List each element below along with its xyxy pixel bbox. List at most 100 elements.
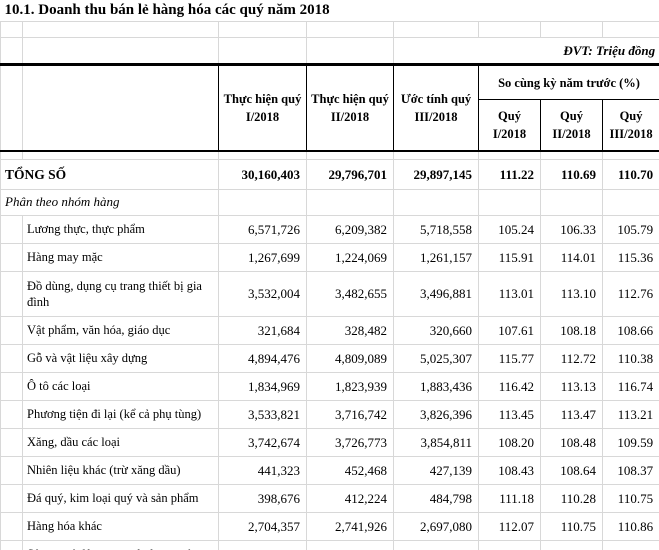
header-yoy-q2: Quý II/2018 [540,99,603,152]
q1-value: 398,676 [218,484,307,513]
unit-note: ĐVT: Triệu đồng [392,37,659,65]
unit-note-row: ĐVT: Triệu đồng [0,37,659,65]
header-yoy-q3: Quý III/2018 [601,99,659,152]
row-label: Vật phẩm, văn hóa, giáo dục [22,316,219,345]
pct-q2: 113.47 [540,400,603,429]
total-q3-value: 29,897,145 [393,159,479,190]
q2-value: 3,482,655 [306,271,394,317]
empty-cell [218,21,307,38]
row-label: Gỗ và vật liệu xây dựng [22,344,219,373]
table-row: Hàng may mặc 1,267,699 1,224,069 1,261,1… [0,243,659,272]
empty-cell [393,21,479,38]
empty-cell [306,189,394,216]
q3-value: 427,139 [393,456,479,485]
row-label: Đồ dùng, dụng cụ trang thiết bị gia đình [22,271,219,317]
q2-value: 6,209,382 [306,215,394,244]
row-indent-cell [0,512,23,541]
pct-q2: 112.72 [540,344,603,373]
q1-value: 916,994 [218,540,307,550]
empty-cell [540,21,603,38]
empty-row [0,21,659,38]
header-yoy-q1: Quý I/2018 [478,99,541,152]
empty-cell [540,189,603,216]
pct-q2: 108.64 [540,456,603,485]
q3-value: 3,496,881 [393,271,479,317]
pct-q1: 108.20 [478,428,541,457]
row-indent-cell [0,344,23,373]
empty-cell [540,150,603,160]
table-row: Xăng, dầu các loại 3,742,674 3,726,773 3… [0,428,659,457]
pct-q2: 108.48 [540,428,603,457]
total-pct-q2: 110.69 [540,159,603,190]
section-label: Phân theo nhóm hàng [0,189,219,216]
header-q2-actual: Thực hiện quý II/2018 [306,63,394,152]
q2-value: 328,482 [306,316,394,345]
pct-q1: 108.43 [478,456,541,485]
pct-q2: 114.01 [540,243,603,272]
pct-q3: 108.37 [601,456,659,485]
q3-value: 2,697,080 [393,512,479,541]
header-row-1: Thực hiện quý I/2018 Thực hiện quý II/20… [0,62,659,152]
table-row: Nhiên liệu khác (trừ xăng dầu) 441,323 4… [0,456,659,485]
q2-value: 3,716,742 [306,400,394,429]
q3-value: 5,025,307 [393,344,479,373]
empty-cell [0,150,23,160]
pct-q1: 113.01 [478,271,541,317]
table-row: Đá quý, kim loại quý và sản phẩm 398,676… [0,484,659,513]
row-indent-cell [0,428,23,457]
pct-q3: 113.21 [601,400,659,429]
q1-value: 1,267,699 [218,243,307,272]
empty-cell [0,21,23,38]
pct-q3: 108.66 [601,316,659,345]
q2-value: 3,726,773 [306,428,394,457]
empty-cell [22,150,219,160]
table-row: Gỗ và vật liệu xây dựng 4,894,476 4,809,… [0,344,659,373]
empty-cell [478,21,541,38]
q2-value: 868,952 [306,540,394,550]
pct-q2: 113.10 [540,271,603,317]
empty-cell [601,21,659,38]
q2-value: 2,741,926 [306,512,394,541]
row-label: Xăng, dầu các loại [22,428,219,457]
table-row: Hàng hóa khác 2,704,357 2,741,926 2,697,… [0,512,659,541]
row-label: Ô tô các loại [22,372,219,401]
q1-value: 6,571,726 [218,215,307,244]
total-q1-value: 30,160,403 [218,159,307,190]
pct-q1: 115.77 [478,344,541,373]
pct-q1: 111.18 [478,484,541,513]
row-label: Lương thực, thực phẩm [22,215,219,244]
pct-q1: 114.72 [478,540,541,550]
pct-q3: 110.75 [601,484,659,513]
header-label-cell [22,63,219,152]
empty-cell [478,150,541,160]
pct-q2: 113.22 [540,540,603,550]
q3-value: 1,883,436 [393,372,479,401]
pct-q1: 107.61 [478,316,541,345]
empty-cell [306,21,394,38]
q3-value: 3,826,396 [393,400,479,429]
q3-value: 3,854,811 [393,428,479,457]
q2-value: 412,224 [306,484,394,513]
row-indent-cell [0,215,23,244]
empty-cell [0,37,23,65]
empty-cell [306,37,394,65]
pct-q2: 110.28 [540,484,603,513]
row-indent-cell [0,243,23,272]
empty-cell [218,37,307,65]
total-q2-value: 29,796,701 [306,159,394,190]
pct-q3: 114.92 [601,540,659,550]
empty-cell [393,150,479,160]
q1-value: 3,532,004 [218,271,307,317]
header-divider-row [0,150,659,160]
row-indent-cell [0,540,23,550]
pct-q3: 109.59 [601,428,659,457]
header-row-2: Quý I/2018 Quý II/2018 Quý III/2018 [1,99,659,152]
q3-value: 5,718,558 [393,215,479,244]
empty-cell [601,189,659,216]
pct-q1: 113.45 [478,400,541,429]
q1-value: 321,684 [218,316,307,345]
row-label: Hàng may mặc [22,243,219,272]
row-label: Nhiên liệu khác (trừ xăng dầu) [22,456,219,485]
q2-value: 452,468 [306,456,394,485]
q1-value: 3,533,821 [218,400,307,429]
